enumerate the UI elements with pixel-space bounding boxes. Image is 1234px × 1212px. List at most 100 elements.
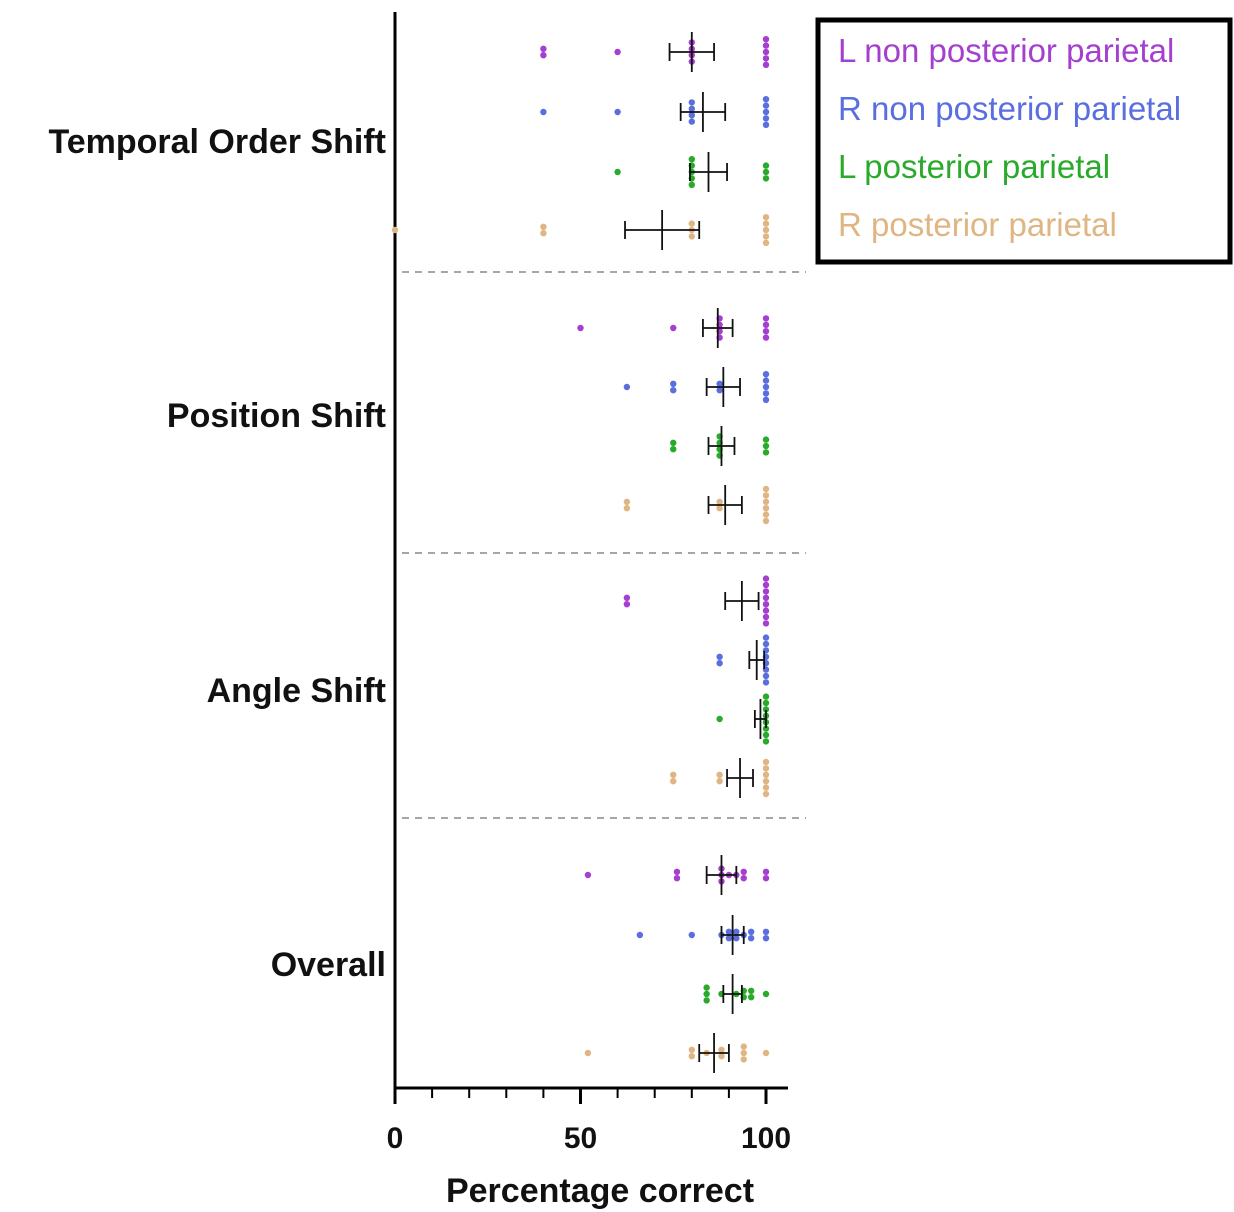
data-point xyxy=(762,61,770,68)
data-point xyxy=(762,640,770,648)
category-label: Overall xyxy=(271,946,386,984)
data-point xyxy=(762,679,770,686)
data-point xyxy=(747,994,755,1001)
x-tick-label: 50 xyxy=(564,1122,597,1155)
data-point xyxy=(747,928,755,935)
data-point xyxy=(762,935,770,942)
data-point xyxy=(762,108,770,116)
data-point xyxy=(716,380,723,387)
error-bars xyxy=(624,32,767,1073)
data-point xyxy=(762,758,770,766)
data-point xyxy=(762,505,770,512)
data-point xyxy=(670,324,677,332)
category-labels: Temporal Order Shift Position Shift Angle … xyxy=(48,123,386,984)
data-point xyxy=(540,52,547,59)
data-point xyxy=(688,118,695,125)
data-point xyxy=(762,396,770,403)
data-point xyxy=(762,115,770,122)
data-point xyxy=(762,390,770,397)
data-point xyxy=(762,162,770,169)
x-tick-label: 0 xyxy=(387,1122,404,1155)
data-point xyxy=(733,928,740,935)
data-point xyxy=(762,928,770,935)
category-label: Position Shift xyxy=(167,397,386,435)
data-point xyxy=(688,105,695,113)
data-point xyxy=(688,220,695,227)
data-point xyxy=(725,935,733,942)
data-point xyxy=(762,699,770,707)
data-point xyxy=(762,55,770,62)
data-point xyxy=(636,931,644,939)
data-point xyxy=(762,693,770,700)
data-point xyxy=(540,230,547,237)
data-point xyxy=(584,871,592,879)
data-point xyxy=(762,731,770,739)
data-point xyxy=(716,387,723,394)
data-point xyxy=(614,108,621,116)
data-point xyxy=(614,48,621,56)
data-point xyxy=(688,112,695,119)
data-point xyxy=(762,765,770,772)
data-point xyxy=(762,42,770,49)
data-point xyxy=(623,601,631,608)
data-point xyxy=(762,634,770,641)
data-point xyxy=(623,594,631,601)
data-point xyxy=(762,102,770,109)
data-point xyxy=(718,1046,725,1054)
data-point xyxy=(703,997,710,1004)
data-point xyxy=(762,371,770,378)
data-point xyxy=(762,784,770,791)
data-point xyxy=(762,226,770,234)
data-point xyxy=(762,778,770,785)
data-point xyxy=(762,48,770,56)
data-point xyxy=(688,156,695,163)
data-point xyxy=(762,620,770,627)
data-point xyxy=(673,868,681,875)
data-point xyxy=(762,492,770,499)
data-point xyxy=(762,607,770,614)
data-point xyxy=(584,1049,592,1057)
data-point xyxy=(716,653,723,660)
category-label: Temporal Order Shift xyxy=(48,123,386,161)
data-point xyxy=(762,725,770,732)
legend-entry: L non posterior parietal xyxy=(838,32,1174,69)
data-point xyxy=(762,377,770,384)
data-point xyxy=(673,875,681,882)
data-point xyxy=(688,99,695,106)
data-point xyxy=(740,875,747,882)
data-point xyxy=(733,935,740,942)
data-point xyxy=(688,233,695,240)
data-point xyxy=(762,601,770,608)
x-ticks xyxy=(393,1088,768,1104)
x-tick-labels: 0 50 100 xyxy=(387,1122,791,1155)
data-point xyxy=(740,1056,747,1063)
data-point xyxy=(718,1053,725,1060)
data-point xyxy=(670,771,677,778)
data-point xyxy=(762,214,770,221)
data-point xyxy=(762,449,770,456)
data-point xyxy=(740,1049,747,1057)
category-dividers xyxy=(402,271,806,819)
data-point xyxy=(762,575,770,582)
data-point xyxy=(762,771,770,778)
data-point xyxy=(740,868,747,875)
data-point xyxy=(623,383,631,391)
data-points xyxy=(391,36,770,1063)
data-point xyxy=(740,1043,747,1050)
data-point xyxy=(762,383,770,391)
data-point xyxy=(762,321,770,328)
data-point xyxy=(762,990,770,998)
data-point xyxy=(540,223,547,230)
data-point xyxy=(762,121,770,128)
x-tick-label: 100 xyxy=(741,1122,791,1155)
x-axis-title: Percentage correct xyxy=(446,1172,754,1210)
data-point xyxy=(762,588,770,595)
data-point xyxy=(614,168,621,176)
data-point xyxy=(623,505,631,512)
data-point xyxy=(540,108,547,116)
data-point xyxy=(762,868,770,875)
data-point xyxy=(670,439,677,446)
data-point xyxy=(762,315,770,322)
data-point xyxy=(762,738,770,745)
